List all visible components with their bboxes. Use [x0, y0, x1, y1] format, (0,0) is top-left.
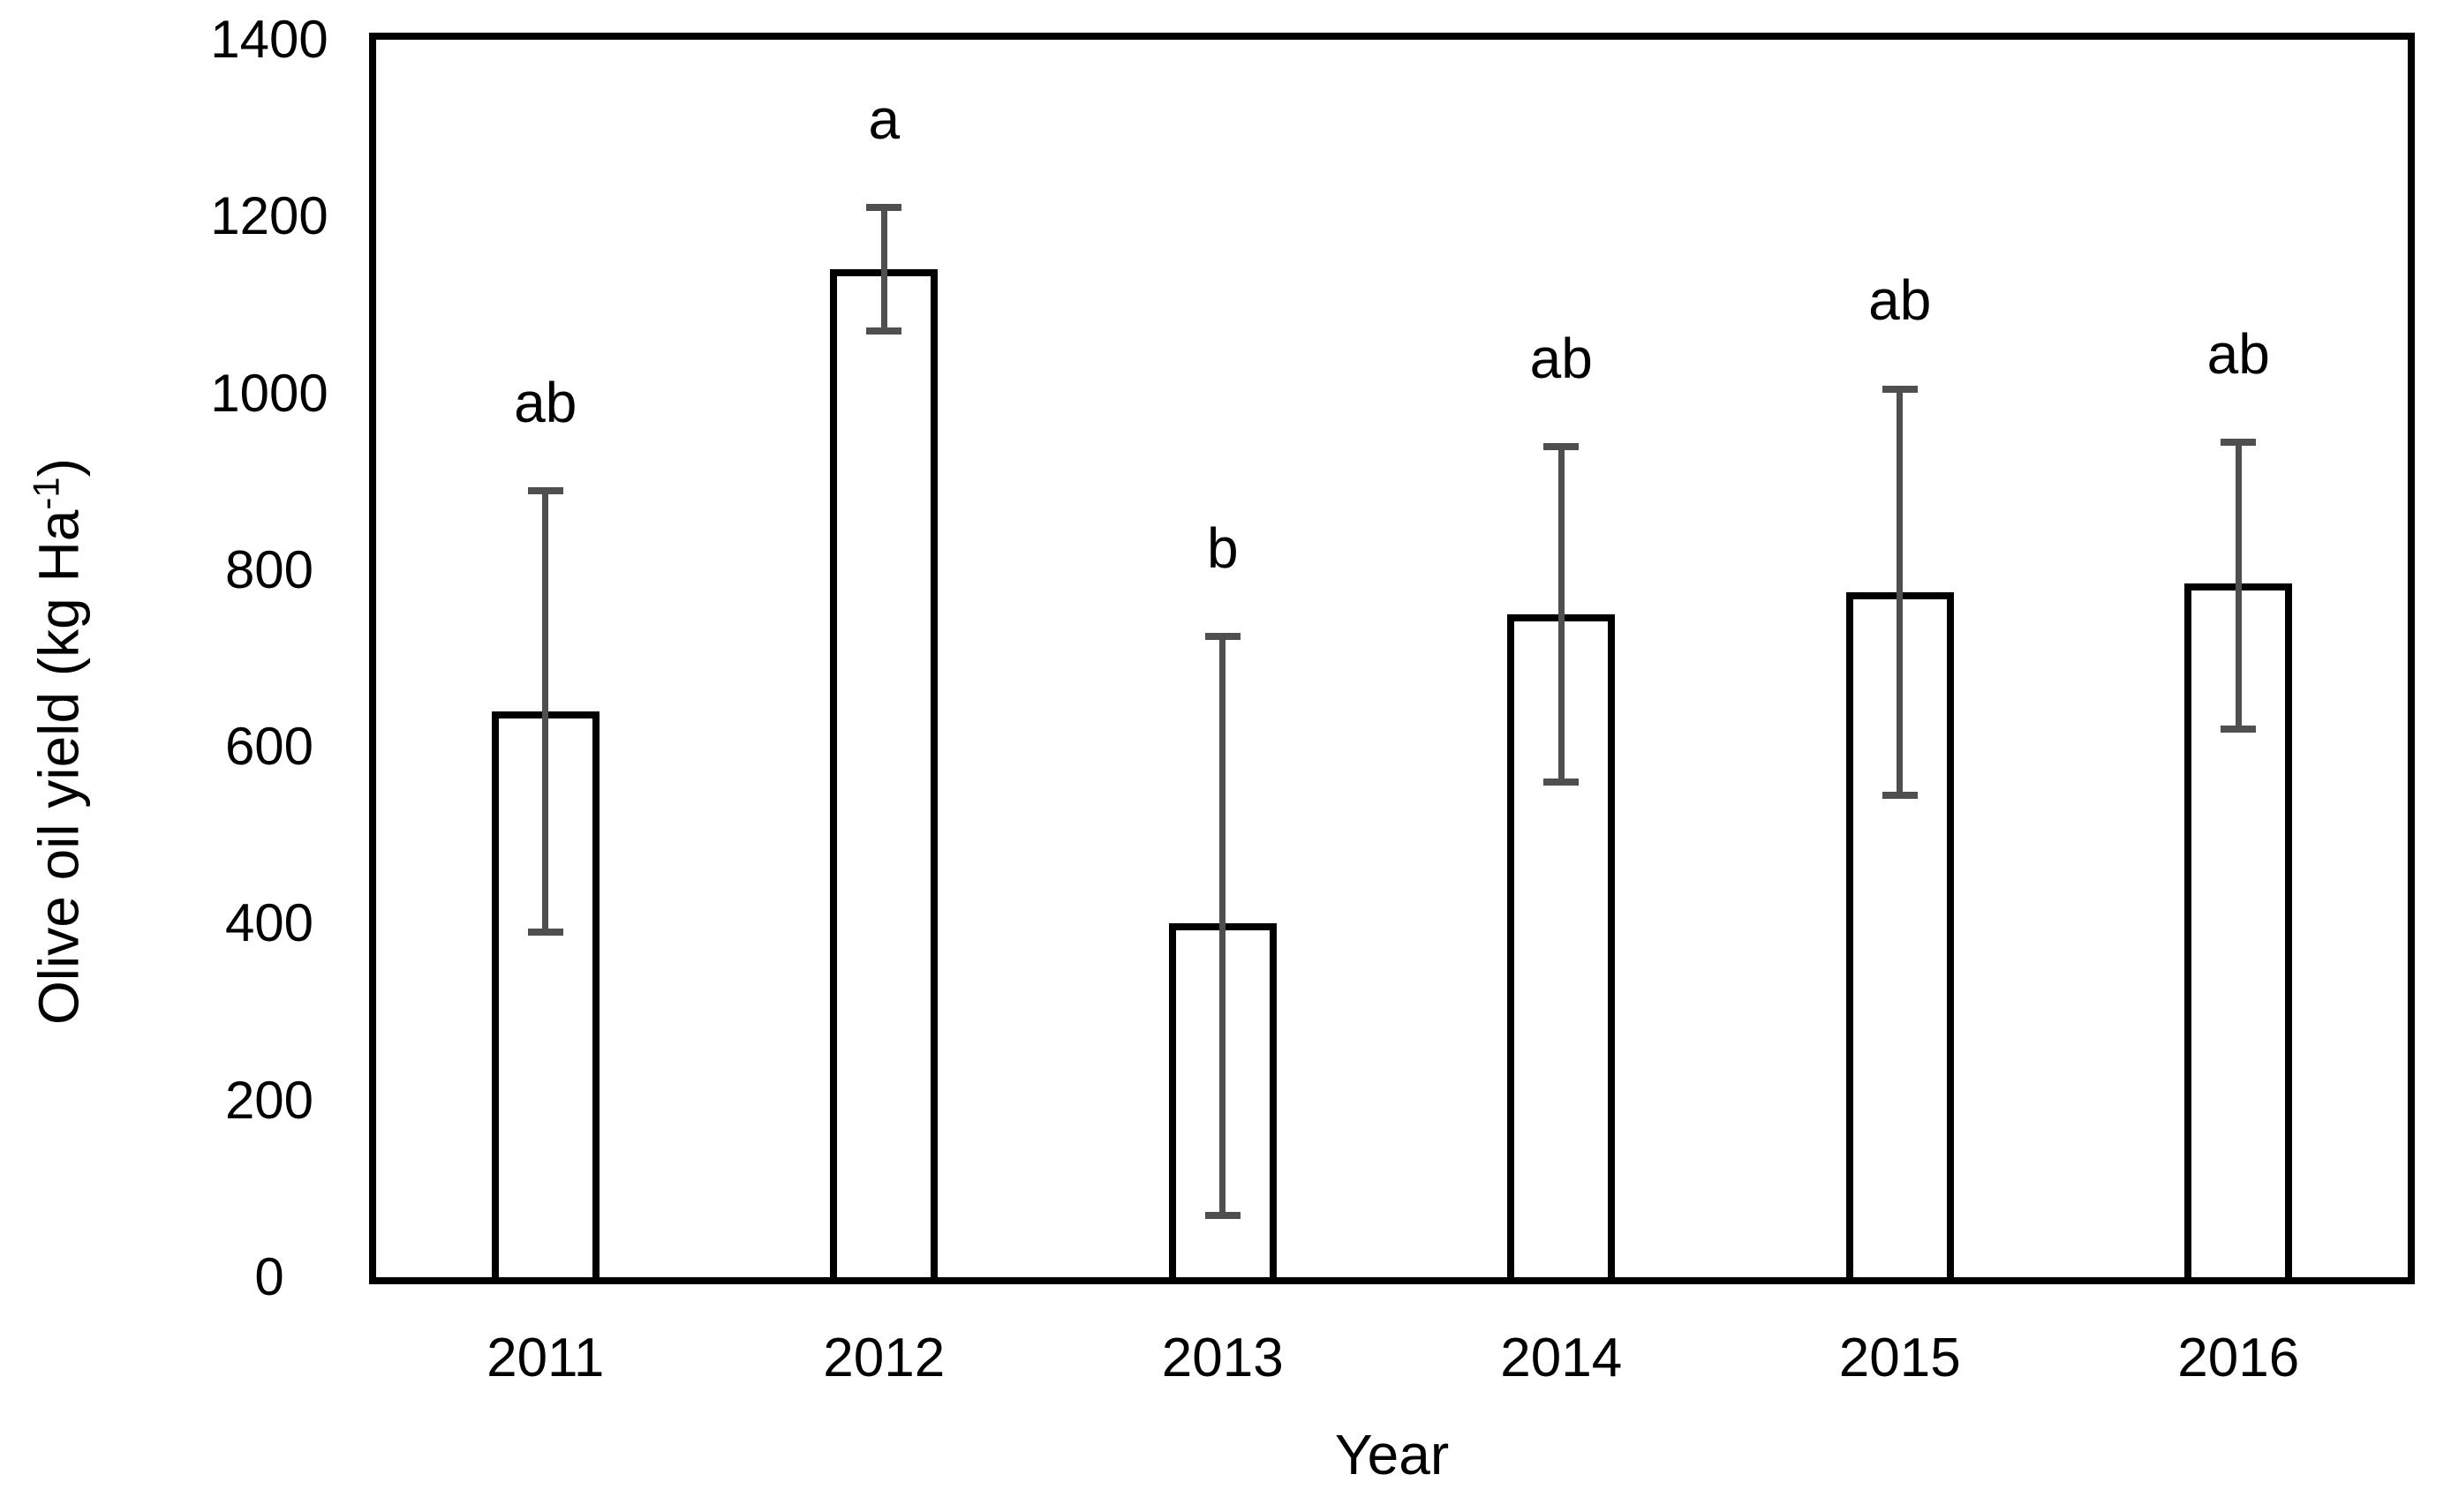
x-tick-label-2012: 2012: [823, 1328, 946, 1388]
x-axis-title: Year: [1334, 1423, 1450, 1486]
error-bar-line-2011: [542, 490, 549, 933]
plot-area-frame: [369, 33, 2415, 1284]
y-axis-title-superscript: -1: [25, 477, 67, 510]
error-bar-top-cap-2016: [2221, 438, 2257, 446]
error-bar-top-cap-2013: [1204, 632, 1241, 640]
significance-letter-2013: b: [1206, 515, 1239, 580]
error-bar-line-2012: [880, 207, 887, 332]
error-bar-top-cap-2014: [1543, 442, 1580, 450]
error-bar-top-cap-2012: [866, 204, 902, 212]
x-tick-label-2014: 2014: [1500, 1328, 1623, 1388]
error-bar-bottom-cap-2016: [2221, 726, 2257, 733]
error-bar-line-2015: [1897, 388, 1904, 796]
error-bar-line-2014: [1557, 446, 1565, 783]
significance-letter-2012: a: [868, 87, 901, 152]
significance-letter-2016: ab: [2206, 321, 2270, 386]
error-bar-bottom-cap-2012: [866, 327, 902, 335]
error-bar-bottom-cap-2011: [527, 929, 563, 937]
significance-letter-2015: ab: [1868, 268, 1932, 333]
error-bar-bottom-cap-2014: [1543, 779, 1580, 786]
x-tick-label-2011: 2011: [486, 1328, 605, 1388]
y-tick-label-600: 600: [224, 717, 314, 777]
x-tick-label-2015: 2015: [1838, 1328, 1961, 1388]
error-bar-line-2016: [2235, 441, 2242, 730]
error-bar-bottom-cap-2015: [1882, 792, 1918, 800]
x-tick-label-2016: 2016: [2177, 1328, 2300, 1388]
y-axis-title: Olive oil yield (kg Ha-1): [25, 458, 90, 1025]
error-bar-bottom-cap-2013: [1204, 1211, 1241, 1219]
y-tick-label-800: 800: [224, 539, 314, 599]
y-tick-label-0: 0: [254, 1247, 284, 1306]
y-axis-title-suffix: ): [26, 458, 91, 478]
y-tick-label-400: 400: [224, 893, 314, 953]
bar-2012: [830, 269, 939, 1277]
y-tick-label-1400: 1400: [210, 10, 328, 69]
error-bar-top-cap-2015: [1882, 385, 1918, 393]
error-bar-line-2013: [1219, 636, 1226, 1215]
y-tick-label-1000: 1000: [210, 363, 328, 423]
significance-letter-2014: ab: [1529, 326, 1593, 390]
significance-letter-2011: ab: [514, 370, 577, 434]
x-tick-label-2013: 2013: [1161, 1328, 1284, 1388]
y-tick-label-1200: 1200: [210, 186, 328, 246]
y-axis-title-prefix: Olive oil yield (kg Ha: [26, 509, 91, 1025]
y-tick-label-200: 200: [224, 1070, 314, 1130]
error-bar-top-cap-2011: [527, 486, 563, 494]
